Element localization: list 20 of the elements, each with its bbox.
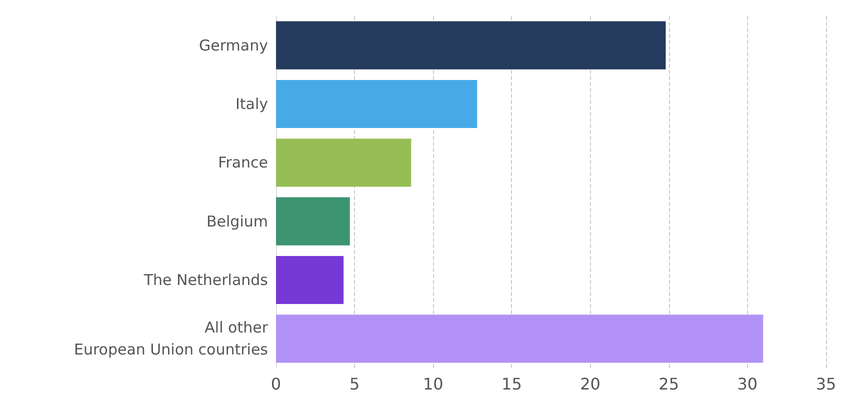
bar (276, 80, 478, 128)
y-tick-label: France (218, 154, 268, 172)
x-tick-label: 0 (270, 374, 282, 394)
y-tick-label: Italy (235, 95, 268, 113)
x-tick-label: 35 (816, 374, 836, 394)
x-tick-label: 25 (658, 374, 680, 394)
y-tick-label: Germany (199, 36, 268, 54)
x-tick-label: 30 (737, 374, 758, 394)
bar (276, 21, 666, 70)
bar (276, 138, 412, 187)
y-tick-label: Belgium (206, 212, 268, 230)
x-tick-label: 20 (580, 374, 600, 394)
x-tick-label: 15 (502, 374, 522, 394)
bar (276, 197, 350, 246)
y-tick-label: The Netherlands (142, 271, 268, 289)
bar (276, 314, 764, 363)
x-tick-label: 5 (349, 374, 360, 394)
bar (276, 256, 344, 304)
x-tick-label: 10 (422, 374, 444, 394)
y-tick-label: All other European Union countries (74, 318, 269, 359)
